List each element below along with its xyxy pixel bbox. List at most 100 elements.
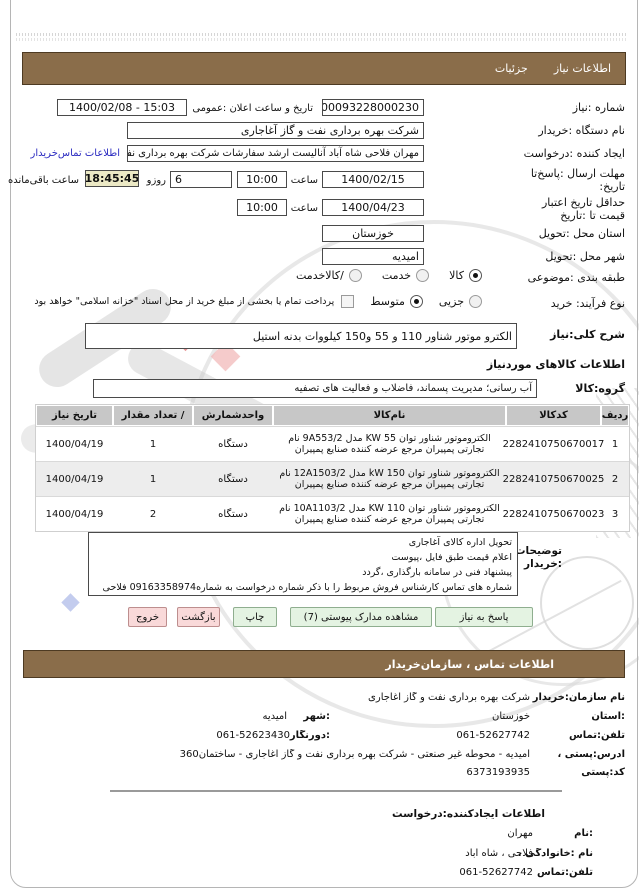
table-row[interactable]: 2 2282410750670025 الکتروموتور شناور توا… (36, 461, 629, 496)
first-name-value: مهران (507, 828, 533, 839)
radio-goods-service-icon[interactable] (348, 269, 362, 282)
announce-datetime-label: تاریخ و ساعت اعلان :عمومی (192, 103, 313, 114)
deadline-hour-label: ساعت (290, 175, 318, 186)
item-code: 2282410750670017 (502, 438, 605, 450)
radio-goods-service-label: /کالاخدمت (296, 269, 344, 282)
radio-medium-icon[interactable] (409, 295, 423, 308)
delivery-city-field[interactable]: امیدیه (322, 248, 424, 265)
top-divider (16, 33, 627, 41)
items-table-body: 1 2282410750670017 الکتروموتور شناور توا… (36, 426, 629, 531)
remark-line: پیشنهاد فنی در سامانه بارگذاری ،گردد (362, 567, 512, 578)
fax-value: 061-52623430 (216, 730, 290, 741)
creator-info-title: اطلاعات ایجادکننده:درخواست (392, 808, 545, 820)
goods-group-label: گروه:کالا (575, 382, 625, 395)
remaining-time-badge: 18:45:45 (85, 170, 139, 187)
radio-partial-icon[interactable] (469, 295, 482, 308)
item-name: الکتروموتور شناور توان 150 kW مدل 12A150… (279, 468, 500, 490)
item-date: 1400/04/19 (45, 438, 104, 450)
radio-service-icon[interactable] (416, 269, 430, 282)
radio-partial[interactable]: جزیی (439, 295, 482, 308)
creator-phone-label: تلفن:تماس (536, 867, 593, 878)
request-creator-field[interactable]: مهران فلاحی شاه آباد آنالیست ارشد سفارشا… (127, 145, 424, 162)
table-row[interactable]: 1 2282410750670017 الکتروموتور شناور توا… (36, 426, 629, 461)
radio-goods-icon[interactable] (469, 269, 482, 282)
exit-button[interactable]: خروج (128, 607, 167, 627)
remark-line: اعلام قیمت طبق فایل ،پیوست (391, 552, 512, 563)
province-value: خوزستان (492, 711, 530, 722)
col-item-name: نام‌کالا (273, 405, 506, 426)
item-qty: 2 (149, 508, 157, 520)
buyer-org-label: نام دستگاه :خریدار (538, 124, 625, 137)
address-label: آدرس:پستی ، (557, 749, 625, 760)
org-name-label: نام سازمان:خریدار (532, 692, 625, 703)
process-type-options: جزیی متوسط پرداخت تمام یا بخشی از مبلغ خ… (34, 295, 482, 308)
respond-to-need-button[interactable]: پاسخ به نیاز (435, 607, 533, 627)
classification-options: کالا خدمت /کالاخدمت (182, 269, 482, 282)
item-name: الکتروموتور شناور توان 55 KW مدل 9A553/2… (288, 433, 491, 455)
remark-line: تحویل اداره کالای آغاجاری (408, 537, 512, 548)
radio-medium[interactable]: متوسط (370, 295, 423, 308)
validity-label: حداقل تاریخ اعتبار قیمت تا :تاریخ (541, 196, 625, 222)
deadline-hour-field[interactable]: 10:00 (237, 171, 287, 188)
city-label: :شهر (303, 711, 330, 722)
items-section-title: اطلاعات کالاهای موردنیاز (486, 358, 625, 371)
general-description-field[interactable]: الکترو موتور شناور 110 و 55 و150 کیلووات… (85, 323, 517, 349)
city-value: امیدیه (262, 711, 287, 722)
treasury-checkbox-option[interactable]: پرداخت تمام یا بخشی از مبلغ خرید از محل … (34, 295, 355, 308)
treasury-checkbox-icon[interactable] (341, 295, 355, 308)
postal-code-label: کد:پستی (581, 767, 625, 778)
validity-hour-field[interactable]: 10:00 (237, 199, 287, 216)
item-unit: دستگاه (218, 473, 248, 485)
radio-medium-label: متوسط (370, 295, 405, 308)
row-number: 1 (611, 438, 619, 450)
watermark-blue-diamond (61, 593, 80, 612)
request-creator-label: ایجاد کننده :درخواست (523, 147, 625, 160)
deadline-date-field[interactable]: 1400/02/15 (322, 171, 424, 188)
row-number: 2 (611, 473, 619, 485)
need-number-field[interactable]: 1100093228000230 (322, 99, 424, 116)
back-button[interactable]: بازگشت (177, 607, 220, 627)
col-row-number: ردیف (601, 405, 629, 426)
items-table: ردیف کدکالا نام‌کالا واحدشمارش / تعداد م… (35, 404, 630, 532)
postal-code-value: 6373193935 (466, 767, 530, 778)
radio-goods[interactable]: کالا (449, 269, 482, 282)
radio-service-label: خدمت (381, 269, 412, 282)
section-divider (110, 790, 562, 792)
tab-need-info[interactable]: اطلاعات نیاز (553, 62, 611, 75)
last-name-value: فلاحی ، شاه آباد (465, 848, 533, 859)
buyer-remarks-label-line2: :خریدار (524, 558, 562, 570)
first-name-label: :نام (574, 828, 593, 839)
buyer-org-field[interactable]: شرکت بهره برداری نفت و گاز آغاجاری (127, 122, 424, 139)
validity-date-field[interactable]: 1400/04/23 (322, 199, 424, 216)
row-number: 3 (611, 508, 619, 520)
view-attached-docs-button[interactable]: مشاهده مدارک پیوستی (7) (290, 607, 432, 627)
delivery-province-field[interactable]: خوزستان (322, 225, 424, 242)
item-code: 2282410750670025 (502, 473, 605, 485)
item-date: 1400/04/19 (45, 508, 104, 520)
item-qty: 1 (149, 473, 157, 485)
phone-label: تلفن:تماس (568, 730, 625, 741)
item-unit: دستگاه (218, 438, 248, 450)
deadline-days-field[interactable]: 6 (170, 171, 232, 188)
col-unit: واحدشمارش (193, 405, 273, 426)
remaining-time-label: ساعت باقی‌مانده (7, 175, 79, 186)
radio-goods-service[interactable]: /کالاخدمت (296, 269, 362, 282)
remark-line: شماره های تماس کارشناس فروش مربوط را با … (102, 582, 512, 593)
last-name-label: نام :خانوادگی ، (517, 848, 593, 859)
print-button[interactable]: چاپ (233, 607, 277, 627)
buyer-remarks-field[interactable]: تحویل اداره کالای آغاجاری اعلام قیمت طبق… (88, 532, 518, 596)
goods-group-field[interactable]: آب رسانی؛ مدیریت پسماند، فاضلاب و فعالیت… (93, 379, 537, 398)
announce-datetime-field[interactable]: 15:03 - 1400/02/08 (57, 99, 187, 116)
tab-details[interactable]: جزئیات (494, 62, 528, 75)
header-bar: اطلاعات نیاز جزئیات (22, 52, 626, 85)
buyer-contact-link[interactable]: اطلاعات تماس‌خریدار (30, 148, 120, 159)
item-unit: دستگاه (218, 508, 248, 520)
table-row[interactable]: 3 2282410750670023 الکتروموتور شناور توا… (36, 496, 629, 531)
province-label: :استان (591, 711, 625, 722)
radio-service[interactable]: خدمت (381, 269, 430, 282)
buyer-remarks-label: توضیحات :خریدار (502, 545, 562, 571)
radio-partial-label: جزیی (438, 295, 464, 308)
creator-phone-value: 061-52627742 (459, 867, 533, 878)
col-need-date: تاریخ نیاز (36, 405, 113, 426)
